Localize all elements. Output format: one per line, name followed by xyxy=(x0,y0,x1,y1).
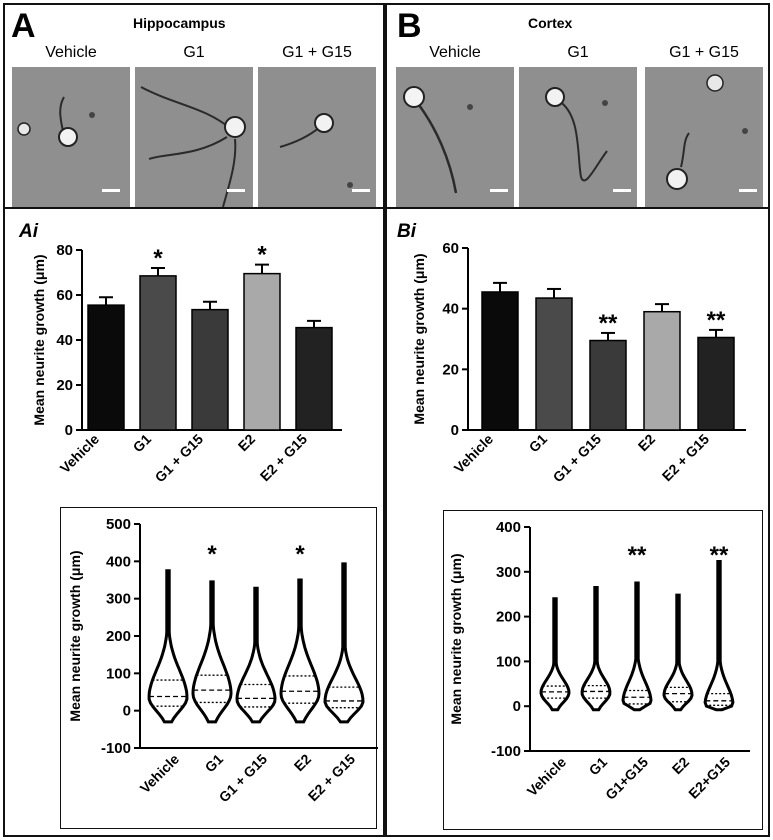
y-axis-label: Mean neurite growth (μm) xyxy=(411,253,427,424)
micro-label-cortex-g1g15: G1 + G15 xyxy=(669,44,739,61)
x-tick-label: Vehicle xyxy=(137,751,183,797)
significance-mark: * xyxy=(257,242,267,269)
micrograph-cortex-g1 xyxy=(519,67,637,207)
scale-bar xyxy=(227,189,245,192)
x-tick-label: G1 xyxy=(202,751,227,776)
micro-label-hippo-g1: G1 xyxy=(183,44,205,61)
micrograph-cortex-g1g15 xyxy=(645,67,763,207)
y-axis-label: Mean neurite growth (μm) xyxy=(31,254,47,425)
y-tick-label: 0 xyxy=(513,698,521,715)
x-tick-label: E2 + G15 xyxy=(305,751,359,805)
violin xyxy=(147,569,189,724)
x-tick-label: G1 xyxy=(586,754,611,779)
y-tick-label: 500 xyxy=(106,516,131,533)
bar xyxy=(191,308,229,431)
micro-label-hippo-vehicle: Vehicle xyxy=(45,44,97,61)
violin xyxy=(621,581,653,712)
y-tick-label: 60 xyxy=(56,287,73,304)
bar xyxy=(295,326,333,431)
y-tick-label: 300 xyxy=(496,564,521,581)
violin xyxy=(323,562,365,724)
violin xyxy=(539,597,571,712)
bar xyxy=(481,291,519,431)
y-axis-label: Mean neurite growth (μm) xyxy=(67,550,83,721)
micro-label-cortex-g1: G1 xyxy=(567,44,589,61)
significance-mark: * xyxy=(295,541,305,568)
scale-bar xyxy=(739,189,757,192)
x-tick-label: G1 + G15 xyxy=(152,431,207,486)
panel-bi-letter: Bi xyxy=(397,221,416,242)
significance-mark: ** xyxy=(710,542,729,569)
y-tick-label: 60 xyxy=(442,240,459,257)
y-tick-label: -100 xyxy=(101,740,131,757)
significance-mark: ** xyxy=(707,307,726,334)
x-tick-label: E2 xyxy=(669,754,693,778)
scale-bar xyxy=(352,189,370,192)
violin xyxy=(662,593,694,712)
scale-bar xyxy=(613,189,631,192)
x-tick-label: G1 xyxy=(130,431,155,456)
x-tick-label: E2 xyxy=(291,751,315,775)
y-tick-label: 200 xyxy=(496,609,521,626)
x-tick-label: E2 xyxy=(235,431,259,455)
x-tick-label: E2+G15 xyxy=(685,754,733,802)
y-tick-label: 400 xyxy=(106,553,131,570)
y-tick-label: 40 xyxy=(56,332,73,349)
x-tick-label: E2 xyxy=(635,431,659,455)
hippocampus-title: Hippocampus xyxy=(133,15,226,31)
y-tick-label: 0 xyxy=(451,422,459,439)
micrograph-cortex-vehicle xyxy=(396,67,514,207)
significance-mark: ** xyxy=(599,310,618,337)
bar xyxy=(643,310,681,431)
x-tick-label: E2 + G15 xyxy=(659,431,713,485)
violin xyxy=(703,560,735,712)
y-tick-label: 40 xyxy=(442,301,459,318)
y-tick-label: 0 xyxy=(123,703,131,720)
bar xyxy=(87,304,125,431)
x-tick-label: G1 + G15 xyxy=(550,431,605,486)
x-tick-label: G1+G15 xyxy=(602,754,651,803)
significance-mark: * xyxy=(153,245,163,272)
y-axis-label: Mean neurite growth (μm) xyxy=(448,553,464,724)
violin xyxy=(235,586,277,724)
bar xyxy=(139,275,177,431)
panel-b-letter: B xyxy=(397,7,422,45)
violin xyxy=(191,580,233,724)
cortex-title: Cortex xyxy=(528,15,573,31)
y-tick-label: 20 xyxy=(442,361,459,378)
micro-label-hippo-g1g15: G1 + G15 xyxy=(282,44,352,61)
y-tick-label: 80 xyxy=(56,242,73,259)
violin xyxy=(580,586,612,712)
scale-bar xyxy=(102,189,120,192)
y-tick-label: 0 xyxy=(65,422,73,439)
micrograph-hippo-g1 xyxy=(135,67,253,207)
y-tick-label: 300 xyxy=(106,591,131,608)
x-tick-label: E2 + G15 xyxy=(257,431,311,485)
significance-mark: ** xyxy=(628,542,647,569)
micro-label-cortex-vehicle: Vehicle xyxy=(429,44,481,61)
x-tick-label: Vehicle xyxy=(524,754,570,800)
x-tick-label: G1 xyxy=(526,431,551,456)
bar xyxy=(697,336,735,431)
y-tick-label: 200 xyxy=(106,628,131,645)
bar xyxy=(243,272,281,431)
significance-mark: * xyxy=(207,541,217,568)
cortex-violin-frame xyxy=(443,510,763,830)
panel-a-letter: A xyxy=(11,7,36,45)
micrograph-hippo-g1g15 xyxy=(258,67,376,207)
bar xyxy=(589,339,627,431)
y-tick-label: 20 xyxy=(56,377,73,394)
y-tick-label: 100 xyxy=(106,665,131,682)
panel-ai-letter: Ai xyxy=(19,221,38,242)
y-tick-label: -100 xyxy=(491,743,521,760)
scale-bar xyxy=(490,189,508,192)
x-tick-label: Vehicle xyxy=(57,431,103,477)
y-tick-label: 100 xyxy=(496,653,521,670)
x-tick-label: G1 + G15 xyxy=(216,751,271,806)
y-tick-label: 400 xyxy=(496,519,521,536)
violin xyxy=(279,578,321,724)
micrograph-hippo-vehicle xyxy=(12,67,130,207)
bar xyxy=(535,297,573,431)
